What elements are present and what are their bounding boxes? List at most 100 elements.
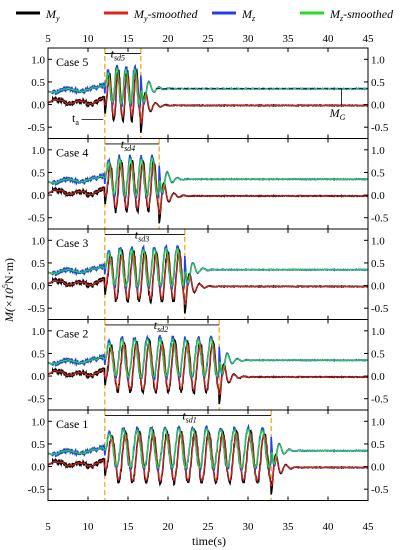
y-tick-label-right: 0.5 [371, 439, 385, 451]
x-tick-label-top: 25 [203, 33, 215, 45]
series-mz-smoothed [48, 337, 368, 379]
x-tick-label: 10 [83, 521, 95, 533]
legend-label: Mz [241, 7, 256, 23]
y-tick-label: -0.5 [28, 122, 46, 134]
y-tick-label: 1.0 [31, 326, 45, 338]
x-tick-label-top: 5 [45, 33, 51, 45]
legend-label: Mz-smoothed [329, 7, 394, 23]
y-tick-label: 1.0 [31, 54, 45, 66]
y-axis-title: M(×105N·m) [1, 258, 16, 323]
y-tick-label: 0.0 [31, 462, 45, 474]
y-tick-label: 1.0 [31, 145, 45, 157]
series-my-smoothed [48, 162, 368, 215]
x-tick-label: 20 [163, 521, 175, 533]
y-tick-label: 0.0 [31, 100, 45, 112]
y-tick-label: -0.5 [28, 213, 46, 225]
case-label: Case 5 [56, 55, 88, 69]
series-my-smoothed [48, 342, 368, 396]
x-tick-label: 45 [363, 521, 375, 533]
y-tick-label-right: 1.0 [371, 54, 385, 66]
y-tick-label-right: 0.5 [371, 77, 385, 89]
y-tick-label-right: -0.5 [371, 303, 389, 315]
y-tick-label-right: 0.0 [371, 462, 385, 474]
x-tick-label-top: 30 [243, 33, 255, 45]
x-tick-label: 5 [45, 521, 51, 533]
x-tick-label-top: 35 [283, 33, 295, 45]
series-mz-smoothed [48, 157, 368, 197]
y-tick-label: -0.5 [28, 303, 46, 315]
x-tick-label-top: 40 [323, 33, 335, 45]
y-tick-label: 0.5 [31, 439, 45, 451]
case-label: Case 1 [56, 417, 88, 431]
y-tick-label-right: 0.0 [371, 100, 385, 112]
tsd-annotation: tsd1 [182, 408, 196, 424]
x-tick-label: 15 [123, 521, 135, 533]
y-tick-label-right: 1.0 [371, 235, 385, 247]
x-tick-label: 35 [283, 521, 295, 533]
y-tick-label: -0.5 [28, 394, 46, 406]
y-tick-label-right: -0.5 [371, 122, 389, 134]
case-label: Case 3 [56, 236, 88, 250]
x-axis-title: time(s) [192, 534, 226, 548]
x-tick-label-top: 15 [123, 33, 135, 45]
y-tick-label-right: 0.5 [371, 167, 385, 179]
x-tick-label-top: 10 [83, 33, 95, 45]
y-tick-label-right: 1.0 [371, 416, 385, 428]
y-tick-label: 0.5 [31, 258, 45, 270]
y-tick-label: 0.5 [31, 348, 45, 360]
tsd-annotation: tsd3 [135, 227, 149, 243]
panel-2: tsd2 Case 2 -0.5 -0.5 0.0 0.0 0.5 0.5 1.0 1.0 [28, 318, 389, 411]
panel-frame [47, 228, 369, 320]
case-label: Case 4 [56, 146, 88, 160]
y-tick-label-right: -0.5 [371, 213, 389, 225]
legend-label: My-smoothed [133, 7, 199, 23]
series-mz-smoothed [48, 427, 368, 470]
x-tick-label-top: 20 [163, 33, 175, 45]
y-tick-label-right: 1.0 [371, 326, 385, 338]
panel-3: tsd3 Case 3 -0.5 -0.5 0.0 0.0 0.5 0.5 1.0 1.0 [28, 227, 389, 320]
y-tick-label-right: 0.0 [371, 371, 385, 383]
y-tick-label: 0.0 [31, 281, 45, 293]
panel-1: tsd1 Case 1 -0.5 -0.5 0.0 0.0 0.5 0.5 1.0 1.0 [28, 408, 389, 501]
case-label: Case 2 [56, 327, 88, 341]
mg-annotation: MG [329, 106, 346, 122]
tsd-annotation: tsd2 [154, 318, 168, 334]
series-my-smoothed [48, 432, 368, 487]
y-tick-label: 0.5 [31, 167, 45, 179]
series-my [48, 248, 368, 314]
legend-label: My [45, 7, 60, 23]
panel-frame [47, 138, 369, 230]
series-my [48, 427, 368, 495]
x-axis-labels: 5 5 10 10 15 15 20 20 25 25 30 30 35 35 40 40 45 45 [45, 33, 374, 533]
y-tick-label: 1.0 [31, 235, 45, 247]
y-tick-label-right: 0.0 [371, 190, 385, 202]
series-my [48, 157, 368, 224]
y-tick-label-right: 0.5 [371, 348, 385, 360]
panel-5: MG ta tsd5 Case 5 -0.5 -0.5 0.0 0.0 0.5 0.5 1.0 1.0 [28, 46, 389, 139]
series-my-smoothed [48, 72, 368, 125]
y-tick-label: 0.0 [31, 190, 45, 202]
y-tick-label: 1.0 [31, 416, 45, 428]
x-tick-label: 25 [203, 521, 215, 533]
y-tick-label-right: 1.0 [371, 145, 385, 157]
x-tick-label: 30 [243, 521, 255, 533]
chart-panels: MG ta tsd5 Case 5 -0.5 -0.5 0.0 0.0 0.5 0.5 1.0 1.0… [28, 46, 389, 501]
x-tick-label: 40 [323, 521, 335, 533]
series-my-smoothed [48, 252, 368, 306]
x-tick-label-top: 45 [363, 33, 375, 45]
ta-annotation: ta [72, 111, 79, 127]
y-tick-label: -0.5 [28, 484, 46, 496]
y-tick-label-right: 0.5 [371, 258, 385, 270]
y-tick-label-right: 0.0 [371, 281, 385, 293]
series-my [48, 337, 368, 405]
y-tick-label: 0.0 [31, 371, 45, 383]
series-mz-smoothed [48, 247, 368, 288]
panel-frame [47, 409, 369, 501]
y-tick-label: 0.5 [31, 77, 45, 89]
chart-legend: My My-smoothed Mz Mz-smoothed [16, 7, 394, 23]
panel-frame [47, 47, 369, 139]
y-tick-label-right: -0.5 [371, 394, 389, 406]
y-tick-label-right: -0.5 [371, 484, 389, 496]
